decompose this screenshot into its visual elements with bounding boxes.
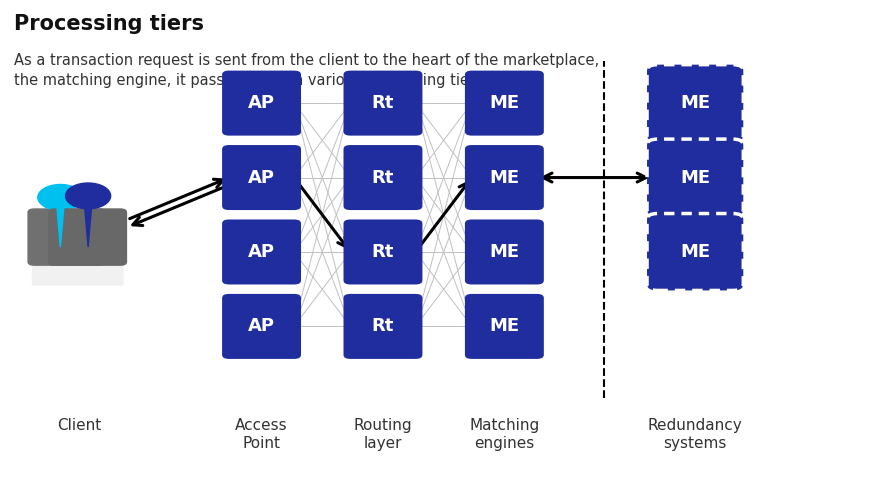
Text: ME: ME bbox=[488, 243, 519, 261]
FancyBboxPatch shape bbox=[647, 139, 742, 216]
Text: Redundancy
systems: Redundancy systems bbox=[647, 418, 741, 451]
FancyBboxPatch shape bbox=[222, 145, 301, 210]
Circle shape bbox=[65, 183, 110, 209]
Text: AP: AP bbox=[248, 317, 275, 335]
Text: AP: AP bbox=[248, 243, 275, 261]
Polygon shape bbox=[84, 207, 91, 247]
Text: Rt: Rt bbox=[371, 94, 394, 112]
Text: Processing tiers: Processing tiers bbox=[15, 14, 204, 34]
Text: Access
Point: Access Point bbox=[235, 418, 288, 451]
Text: AP: AP bbox=[248, 169, 275, 187]
Text: ME: ME bbox=[680, 169, 709, 187]
Text: ME: ME bbox=[488, 94, 519, 112]
FancyBboxPatch shape bbox=[343, 220, 422, 284]
Polygon shape bbox=[56, 207, 63, 247]
FancyBboxPatch shape bbox=[222, 71, 301, 136]
FancyBboxPatch shape bbox=[222, 220, 301, 284]
Text: Rt: Rt bbox=[371, 243, 394, 261]
FancyBboxPatch shape bbox=[343, 294, 422, 359]
Text: As a transaction request is sent from the client to the heart of the marketplace: As a transaction request is sent from th… bbox=[15, 53, 599, 88]
Text: Rt: Rt bbox=[371, 169, 394, 187]
FancyBboxPatch shape bbox=[343, 71, 422, 136]
Text: Matching
engines: Matching engines bbox=[468, 418, 539, 451]
FancyBboxPatch shape bbox=[48, 208, 127, 266]
Text: ME: ME bbox=[680, 243, 709, 261]
FancyBboxPatch shape bbox=[31, 263, 123, 286]
FancyBboxPatch shape bbox=[655, 145, 733, 210]
Text: ME: ME bbox=[680, 94, 709, 112]
Text: ME: ME bbox=[488, 169, 519, 187]
Text: Rt: Rt bbox=[371, 317, 394, 335]
FancyBboxPatch shape bbox=[222, 294, 301, 359]
FancyBboxPatch shape bbox=[28, 208, 106, 266]
Circle shape bbox=[37, 185, 83, 210]
FancyBboxPatch shape bbox=[464, 294, 543, 359]
FancyBboxPatch shape bbox=[655, 220, 733, 284]
FancyBboxPatch shape bbox=[464, 145, 543, 210]
FancyBboxPatch shape bbox=[647, 214, 742, 290]
FancyBboxPatch shape bbox=[464, 220, 543, 284]
FancyBboxPatch shape bbox=[647, 65, 742, 142]
FancyBboxPatch shape bbox=[343, 145, 422, 210]
FancyBboxPatch shape bbox=[464, 71, 543, 136]
Text: Client: Client bbox=[57, 418, 102, 433]
Text: Routing
layer: Routing layer bbox=[353, 418, 412, 451]
Text: ME: ME bbox=[488, 317, 519, 335]
Text: AP: AP bbox=[248, 94, 275, 112]
FancyBboxPatch shape bbox=[655, 71, 733, 136]
